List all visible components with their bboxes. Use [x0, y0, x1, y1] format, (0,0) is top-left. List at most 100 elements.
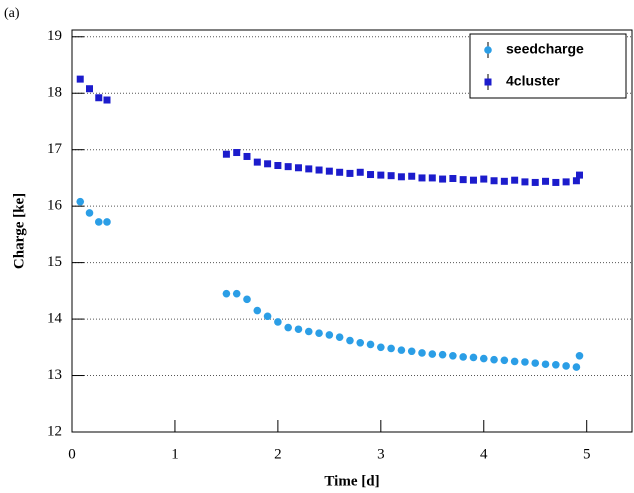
point	[387, 344, 395, 353]
point	[572, 363, 581, 371]
plot-frame	[71, 29, 633, 433]
point	[304, 327, 313, 336]
point	[284, 323, 292, 332]
point	[346, 169, 354, 177]
point	[552, 178, 560, 186]
y-axis-title: Charge [ke]	[11, 193, 27, 269]
point	[94, 218, 103, 226]
point	[336, 168, 344, 176]
legend-label: seedcharge	[506, 41, 584, 57]
point	[469, 353, 478, 362]
point	[86, 85, 93, 93]
point	[233, 149, 241, 157]
x-tick-label: 5	[583, 446, 591, 462]
y-tick-label: 13	[47, 367, 62, 383]
point	[366, 340, 375, 349]
point	[575, 351, 584, 360]
point	[397, 173, 405, 181]
point	[243, 295, 251, 304]
point	[294, 164, 302, 172]
point	[531, 359, 540, 367]
point	[274, 162, 282, 170]
point	[562, 362, 570, 370]
point	[541, 360, 550, 369]
point	[576, 171, 583, 179]
y-tick-label: 19	[47, 28, 62, 44]
point	[263, 312, 272, 321]
point	[428, 350, 437, 358]
x-tick-label: 1	[171, 446, 179, 462]
legend-marker	[484, 46, 492, 54]
point	[243, 152, 251, 160]
point	[325, 167, 333, 175]
point	[449, 174, 457, 182]
point	[76, 75, 84, 83]
point	[469, 176, 477, 184]
point	[294, 325, 303, 334]
point	[439, 175, 447, 183]
point	[103, 96, 111, 104]
point	[367, 171, 375, 179]
point	[305, 165, 313, 173]
y-tick-label: 18	[47, 85, 62, 101]
point	[325, 331, 334, 339]
point	[500, 177, 508, 185]
x-tick-label: 2	[274, 446, 282, 462]
point	[459, 176, 467, 184]
y-tick-label: 16	[47, 198, 63, 214]
point	[264, 160, 272, 168]
point	[407, 347, 416, 356]
point	[76, 197, 85, 206]
point	[284, 163, 292, 171]
point	[346, 336, 354, 345]
point	[521, 178, 529, 186]
point	[377, 171, 385, 179]
point	[480, 175, 488, 183]
x-axis-title: Time [d]	[324, 473, 379, 489]
point	[459, 353, 467, 361]
y-tick-label: 15	[47, 254, 62, 270]
point	[274, 318, 282, 326]
point	[253, 306, 262, 315]
point	[500, 356, 509, 365]
y-tick-label: 14	[47, 311, 63, 327]
x-tick-label: 3	[377, 446, 385, 462]
point	[356, 338, 365, 347]
point	[222, 289, 231, 298]
point	[479, 354, 488, 363]
point	[428, 174, 436, 182]
x-tick-label: 0	[68, 446, 76, 462]
point	[232, 289, 241, 298]
point	[315, 166, 323, 174]
point	[315, 329, 323, 337]
point	[449, 351, 457, 360]
point	[418, 349, 426, 357]
point	[562, 178, 570, 186]
point	[222, 150, 230, 158]
legend-label: 4cluster	[506, 73, 560, 89]
point	[531, 178, 539, 186]
point	[408, 172, 416, 180]
point	[85, 209, 94, 217]
point	[356, 168, 364, 176]
y-tick-label: 17	[47, 141, 63, 157]
point	[397, 346, 406, 354]
legend-marker	[484, 78, 492, 86]
point	[490, 177, 498, 185]
point	[511, 176, 519, 184]
point	[490, 355, 498, 364]
panel-label: (a)	[4, 6, 20, 21]
point	[253, 158, 261, 166]
point	[387, 172, 395, 180]
point	[521, 358, 529, 366]
y-tick-label: 12	[47, 423, 62, 439]
point	[552, 361, 560, 369]
point	[572, 177, 580, 185]
point	[95, 94, 103, 102]
point	[510, 357, 519, 366]
point	[335, 333, 344, 341]
point	[542, 177, 550, 185]
point	[418, 174, 426, 182]
x-tick-label: 4	[480, 446, 488, 462]
